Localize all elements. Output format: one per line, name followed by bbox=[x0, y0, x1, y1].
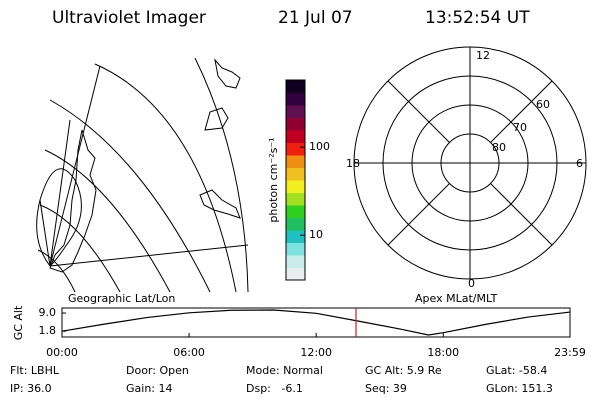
colorbar-label: photon cm⁻²s⁻¹ bbox=[267, 137, 280, 222]
color-band bbox=[286, 167, 305, 181]
lat-label: 80 bbox=[492, 141, 506, 154]
y-axis-label: GC Alt bbox=[12, 305, 25, 340]
status-field: GLon: 151.3 bbox=[486, 382, 553, 395]
x-tick-label: 00:00 bbox=[46, 346, 78, 359]
color-band bbox=[286, 205, 305, 218]
status-field: Dsp: -6.1 bbox=[246, 382, 303, 395]
color-band bbox=[286, 80, 305, 93]
status-field: Mode: Normal bbox=[246, 364, 323, 377]
mlt-label: 12 bbox=[476, 49, 490, 62]
color-band bbox=[286, 230, 305, 243]
x-tick-label: 12:00 bbox=[300, 346, 332, 359]
color-band bbox=[286, 92, 305, 106]
mlt-label: 6 bbox=[576, 157, 583, 170]
y-tick-label: 1.8 bbox=[39, 324, 57, 337]
right-label: Apex MLat/MLT bbox=[415, 292, 498, 305]
left-label: Geographic Lat/Lon bbox=[68, 292, 175, 305]
color-band bbox=[286, 267, 305, 281]
status-field: Seq: 39 bbox=[365, 382, 407, 395]
map bbox=[36, 57, 249, 293]
lat-label: 70 bbox=[513, 121, 527, 134]
colorbar-tick-label: 100 bbox=[309, 140, 330, 153]
color-band bbox=[286, 155, 305, 168]
status-field: Flt: LBHL bbox=[10, 364, 60, 377]
date: 21 Jul 07 bbox=[278, 8, 353, 28]
color-band bbox=[286, 105, 305, 118]
altitude-chart: 00:00 06:00 12:00 18:00 23:59 1.8 9.0 bbox=[39, 306, 586, 359]
footer: Flt: LBHL Door: Open Mode: Normal GC Alt: 5… bbox=[10, 364, 553, 395]
polar-plot: 12 18 6 0 60 70 80 bbox=[346, 46, 587, 290]
color-band bbox=[286, 242, 305, 256]
mlt-label: 18 bbox=[346, 157, 360, 170]
color-band bbox=[286, 130, 305, 143]
color-band bbox=[286, 217, 305, 231]
color-band bbox=[286, 255, 305, 268]
color-band bbox=[286, 180, 305, 193]
mlt-label: 0 bbox=[468, 277, 475, 290]
status-field: GC Alt: 5.9 Re bbox=[365, 364, 442, 377]
colorbar: 10 100 bbox=[285, 79, 330, 281]
status-field: GLat: -58.4 bbox=[486, 364, 547, 377]
title: Ultraviolet Imager bbox=[52, 8, 206, 28]
colorbar-tick-label: 10 bbox=[309, 228, 323, 241]
y-tick-label: 9.0 bbox=[39, 306, 57, 319]
status-field: IP: 36.0 bbox=[10, 382, 52, 395]
color-band bbox=[286, 142, 305, 156]
altitude-line bbox=[61, 309, 571, 336]
color-band bbox=[286, 117, 305, 131]
colorbar-frame bbox=[285, 79, 306, 281]
lat-label: 60 bbox=[536, 98, 550, 111]
x-tick-label: 06:00 bbox=[173, 346, 205, 359]
status-field: Gain: 14 bbox=[126, 382, 173, 395]
x-tick-label: 23:59 bbox=[554, 346, 586, 359]
x-tick-label: 18:00 bbox=[427, 346, 459, 359]
status-field: Door: Open bbox=[126, 364, 189, 377]
time: 13:52:54 UT bbox=[425, 8, 530, 28]
color-band bbox=[286, 192, 305, 206]
